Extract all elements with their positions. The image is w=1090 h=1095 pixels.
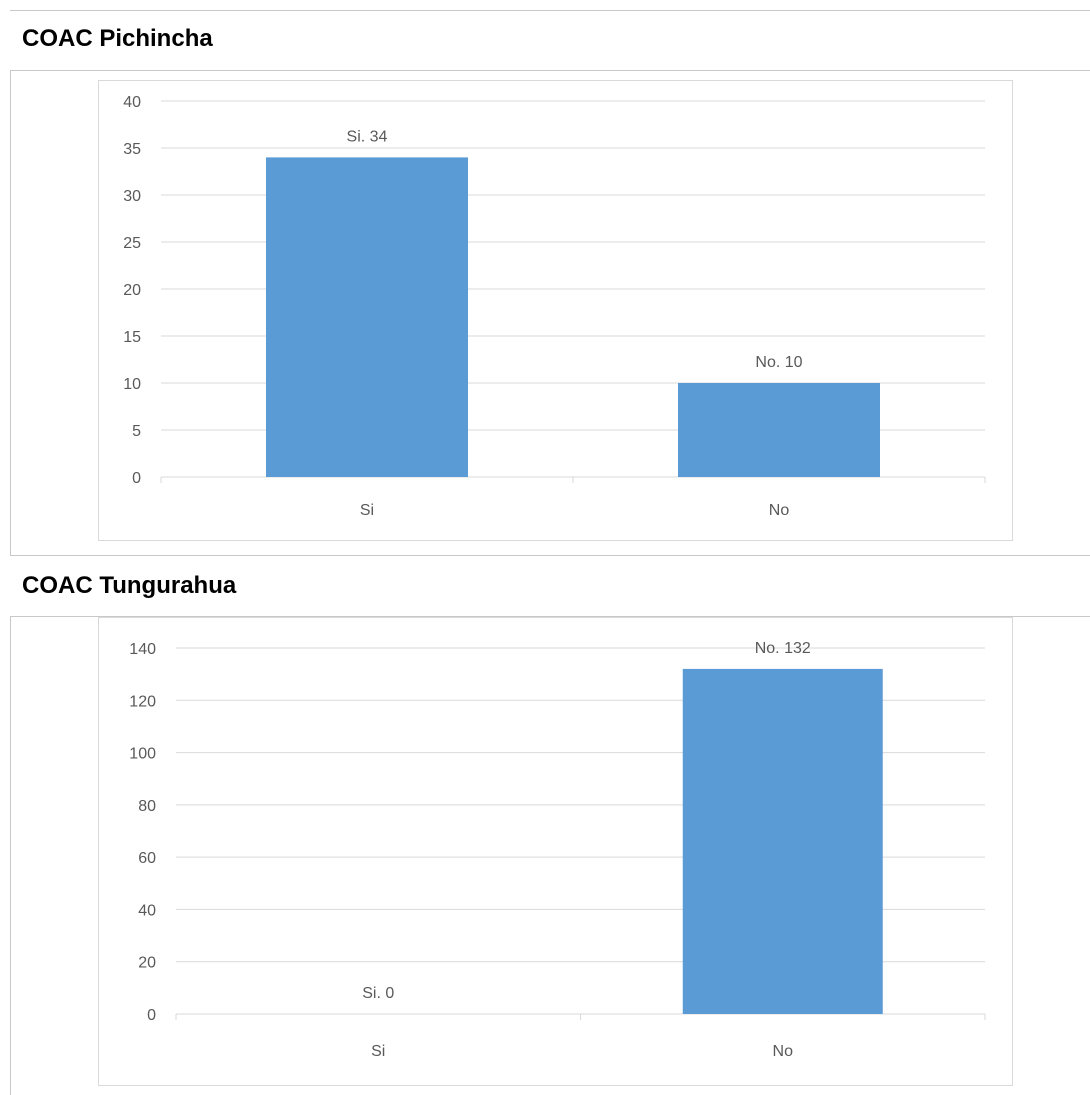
chart-pichincha: 0 5 10 15 20 25 30 35 40 Si. 34 Si No. 10 No [98, 80, 1013, 541]
data-label: No. 132 [755, 640, 811, 657]
data-label: Si. 0 [362, 985, 394, 1002]
y-tick-label: 100 [129, 746, 156, 763]
y-tick-label: 40 [138, 902, 156, 919]
y-tick-label: 0 [147, 1007, 156, 1024]
y-tick-label: 5 [132, 423, 141, 440]
y-tick-label: 15 [123, 329, 141, 346]
section-title-pichincha: COAC Pichincha [22, 25, 213, 52]
y-tick-label: 0 [132, 470, 141, 487]
category-label: Si [360, 502, 374, 519]
y-tick-label: 20 [138, 955, 156, 972]
chart-tungurahua-svg: 0 20 40 60 80 100 120 140 Si. 0 Si No. 132 No [129, 640, 986, 1060]
bar [678, 383, 880, 477]
y-tick-label: 80 [138, 798, 156, 815]
chart-pichincha-svg: 0 5 10 15 20 25 30 35 40 Si. 34 Si No. 10 No [123, 94, 986, 519]
y-tick-label: 140 [129, 641, 156, 658]
y-tick-label: 10 [123, 376, 141, 393]
chart-tungurahua: 0 20 40 60 80 100 120 140 Si. 0 Si No. 132 No [98, 617, 1013, 1086]
data-label: Si. 34 [347, 128, 388, 145]
y-tick-label: 40 [123, 94, 141, 111]
y-tick-label: 35 [123, 141, 141, 158]
section-header-tungurahua: COAC Tungurahua [10, 555, 1090, 617]
category-label: Si [371, 1043, 385, 1060]
section-title-tungurahua: COAC Tungurahua [22, 572, 237, 599]
y-tick-label: 25 [123, 235, 141, 252]
category-label: No [769, 502, 790, 519]
bar [682, 668, 883, 1014]
bar [266, 157, 468, 477]
y-tick-label: 30 [123, 188, 141, 205]
category-label: No [773, 1043, 794, 1060]
section-header-pichincha: COAC Pichincha [10, 10, 1090, 71]
y-tick-label: 20 [123, 282, 141, 299]
y-tick-label: 120 [129, 693, 156, 710]
data-label: No. 10 [755, 354, 802, 371]
y-tick-label: 60 [138, 850, 156, 867]
